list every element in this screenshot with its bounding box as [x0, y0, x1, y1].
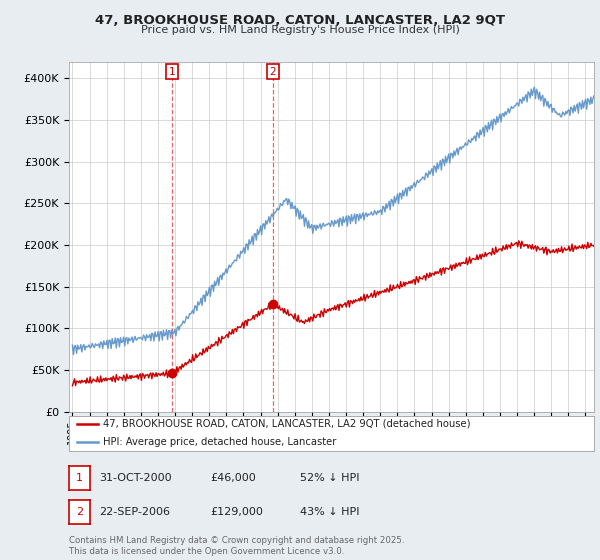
Text: 1: 1	[76, 473, 83, 483]
Text: 47, BROOKHOUSE ROAD, CATON, LANCASTER, LA2 9QT: 47, BROOKHOUSE ROAD, CATON, LANCASTER, L…	[95, 14, 505, 27]
Text: HPI: Average price, detached house, Lancaster: HPI: Average price, detached house, Lanc…	[103, 437, 337, 447]
Text: 43% ↓ HPI: 43% ↓ HPI	[300, 507, 359, 517]
Text: Price paid vs. HM Land Registry's House Price Index (HPI): Price paid vs. HM Land Registry's House …	[140, 25, 460, 35]
Text: 2: 2	[76, 507, 83, 517]
Text: £129,000: £129,000	[210, 507, 263, 517]
Text: 47, BROOKHOUSE ROAD, CATON, LANCASTER, LA2 9QT (detached house): 47, BROOKHOUSE ROAD, CATON, LANCASTER, L…	[103, 419, 470, 429]
Text: 1: 1	[169, 67, 175, 77]
Text: 52% ↓ HPI: 52% ↓ HPI	[300, 473, 359, 483]
Text: Contains HM Land Registry data © Crown copyright and database right 2025.
This d: Contains HM Land Registry data © Crown c…	[69, 536, 404, 556]
Text: 2: 2	[269, 67, 276, 77]
Text: 22-SEP-2006: 22-SEP-2006	[99, 507, 170, 517]
Text: £46,000: £46,000	[210, 473, 256, 483]
Text: 31-OCT-2000: 31-OCT-2000	[99, 473, 172, 483]
